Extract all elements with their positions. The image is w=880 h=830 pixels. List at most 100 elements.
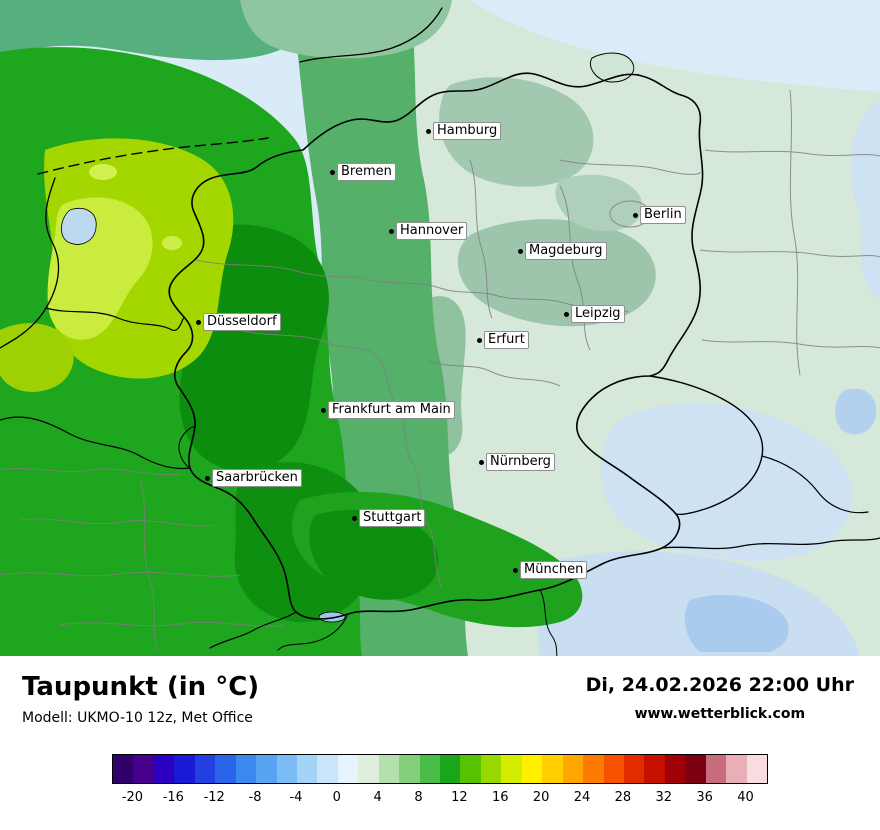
czech-slovakia-border [761,455,869,514]
city-dot [196,319,201,325]
dewpoint-map-svg [0,0,880,656]
scale-segment [746,755,767,783]
scale-segment [480,755,502,783]
scale-segment [378,755,400,783]
scale-segment [317,755,338,783]
scale-tick-label: 36 [696,790,713,805]
city-dot [633,212,638,218]
scale-segment [276,755,297,783]
belgium-france-border [0,416,191,470]
map-area: Hamburg Bremen Hannover Berlin Magdeburg Düss… [0,0,880,656]
map-title: Taupunkt (in °C) [22,672,260,702]
switzerland-border-1 [209,611,297,649]
scale-segment [644,755,665,783]
city-label: Bremen [337,163,396,181]
city-marker: Hamburg [426,122,502,140]
scale-tick-label: 40 [737,790,754,805]
scale-segment [296,755,318,783]
netherlands-coast [0,177,60,349]
city-marker: Leipzig [564,305,625,323]
scale-tick-label: 8 [414,790,423,805]
scale-tick-label: 32 [655,790,673,805]
city-label: Berlin [640,206,686,224]
model-info: Modell: UKMO-10 12z, Met Office [22,710,253,726]
city-marker: Bremen [330,163,396,181]
city-label: Magdeburg [525,242,607,260]
austria-south-border [661,537,880,550]
scale-segment [440,755,461,783]
city-label: Leipzig [571,305,625,323]
scale-segment [521,755,543,783]
city-dot [513,567,518,573]
scale-segment [337,755,359,783]
switzerland-border-2 [277,613,349,651]
scale-segment [726,755,747,783]
scale-segment [501,755,522,783]
city-dot [479,459,484,465]
color-scale-ticks: -20 -16 -12 -8 -4 0 4 8 12 16 20 24 28 32 36 40 [112,790,766,810]
national-borders [0,7,880,656]
scale-segment [562,755,584,783]
scale-segment [705,755,727,783]
city-dot [426,128,431,134]
scale-tick-label: 12 [451,790,468,805]
footer-left: Taupunkt (in °C) Modell: UKMO-10 12z, Me… [22,672,259,726]
internal-borders [0,89,880,653]
city-label: Hannover [396,222,468,240]
city-label: Stuttgart [359,509,426,527]
scale-segment [174,755,195,783]
scale-tick-label: 4 [373,790,382,805]
website-url: www.wetterblick.com [634,706,806,722]
scale-tick-label: -12 [203,790,225,805]
city-marker: Hannover [389,222,468,240]
scale-segment [583,755,604,783]
city-marker: Saarbrücken [205,469,302,487]
footer: Taupunkt (in °C) Modell: UKMO-10 12z, Me… [0,656,880,744]
scale-segment [419,755,440,783]
city-marker: Magdeburg [518,242,607,260]
scale-segment [685,755,706,783]
city-dot [564,311,569,317]
city-dot [352,515,357,521]
belgium-netherlands-border [45,307,185,332]
city-marker: Erfurt [477,331,529,349]
city-label: Frankfurt am Main [328,401,455,419]
city-label: Düsseldorf [203,313,281,331]
dewpoint-field [0,0,880,656]
scale-tick-label: 28 [614,790,632,805]
city-marker: Berlin [633,206,686,224]
scale-segment [215,755,236,783]
valid-datetime: Di, 24.02.2026 22:00 Uhr [585,674,854,696]
scale-segment [133,755,154,783]
luxembourg-border [178,425,196,469]
city-label: Hamburg [433,122,502,140]
scale-segment [235,755,257,783]
scale-tick-label: -20 [121,790,144,805]
city-marker: Nürnberg [479,453,555,471]
scale-segment [664,755,686,783]
city-marker: München [513,561,588,579]
city-dot [205,475,210,481]
color-scale-bar [112,754,768,784]
scale-segment [623,755,645,783]
scale-segment [256,755,277,783]
wadden-islands [37,137,269,175]
city-dot [321,407,326,413]
scale-segment [542,755,563,783]
footer-right: Di, 24.02.2026 22:00 Uhr www.wetterblick… [586,672,854,722]
scale-tick-label: -8 [248,790,262,805]
alps-border [539,589,558,656]
city-marker: Frankfurt am Main [321,401,455,419]
germany-border [168,72,704,620]
scale-segment [399,755,420,783]
scale-tick-label: 24 [573,790,591,805]
city-label: Erfurt [484,331,529,349]
city-label: Nürnberg [486,453,555,471]
scale-tick-label: 20 [532,790,550,805]
city-dot [477,337,482,343]
scale-segment [194,755,216,783]
denmark-border [299,7,443,63]
scale-segment [153,755,175,783]
city-marker: Stuttgart [352,509,426,527]
